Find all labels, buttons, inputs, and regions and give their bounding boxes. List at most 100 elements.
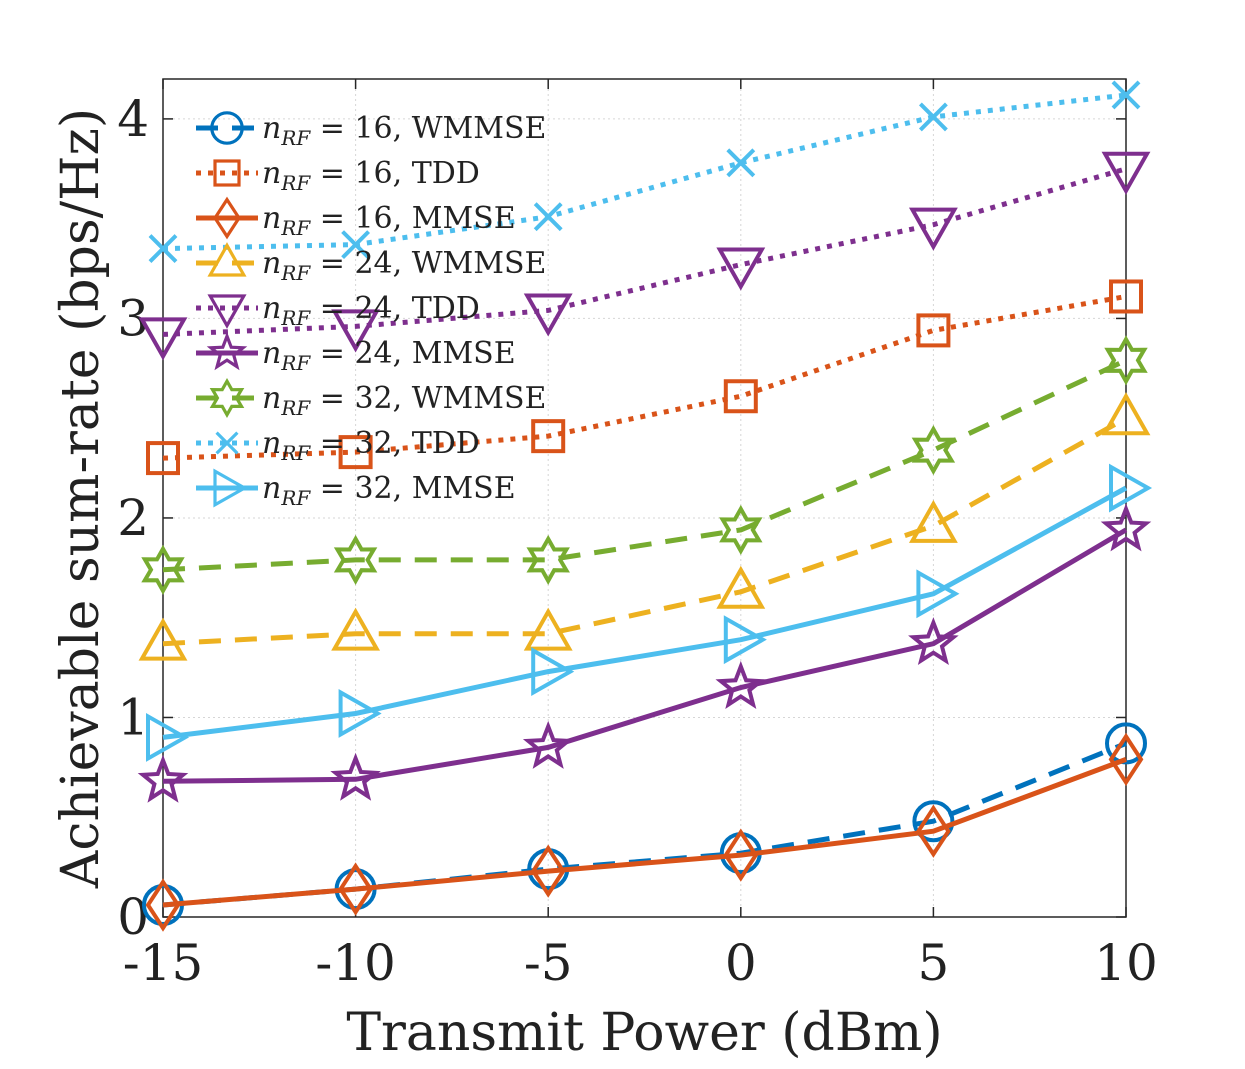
series-2 <box>146 279 1143 476</box>
data-point-marker <box>213 159 241 187</box>
legend: nRF = 16, WMMSE nRF = 16, TDD nRF = 16, MM… <box>196 111 546 510</box>
data-point-marker <box>1108 732 1144 787</box>
data-point-marker <box>723 379 758 414</box>
x-tick-label: -15 <box>123 934 204 992</box>
series-9 <box>146 463 1153 762</box>
legend-entry: nRF = 16, MMSE <box>196 196 516 240</box>
data-point-marker <box>715 660 767 709</box>
data-point-marker <box>206 331 248 371</box>
data-point-marker <box>522 720 574 769</box>
legend-label: nRF = 32, WMMSE <box>262 381 546 420</box>
x-tick-label: 5 <box>917 934 949 992</box>
data-point-marker <box>1109 463 1153 513</box>
legend-label: nRF = 16, MMSE <box>262 201 516 240</box>
data-point-marker <box>1104 335 1148 386</box>
data-point-marker <box>207 294 247 329</box>
data-point-marker <box>1109 279 1143 314</box>
data-point-marker <box>916 313 951 348</box>
series-line <box>162 294 1127 461</box>
legend-entry: nRF = 24, MMSE <box>196 331 516 375</box>
series-7 <box>141 335 1148 595</box>
data-point-marker <box>723 615 767 665</box>
legend-label: nRF = 32, TDD <box>262 426 480 465</box>
data-point-marker <box>916 804 951 858</box>
data-point-marker <box>911 425 956 476</box>
data-point-marker <box>331 309 381 353</box>
legend-entry: nRF = 16, TDD <box>196 156 480 195</box>
data-point-marker <box>341 230 371 260</box>
data-point-marker <box>138 617 188 661</box>
data-point-marker <box>333 534 378 585</box>
data-point-marker <box>146 712 190 762</box>
data-point-marker <box>716 247 766 291</box>
x-axis-label: Transmit Power (dBm) <box>346 1003 942 1063</box>
data-point-marker <box>908 617 959 666</box>
data-point-marker <box>146 441 180 476</box>
data-point-marker <box>338 435 373 470</box>
data-point-marker <box>148 234 178 264</box>
legend-label: nRF = 32, MMSE <box>262 471 516 510</box>
data-point-marker <box>145 878 181 932</box>
legend-entry: nRF = 32, WMMSE <box>196 377 546 420</box>
data-point-marker <box>526 534 570 585</box>
data-point-marker <box>210 111 244 145</box>
y-tick-label: 2 <box>117 489 149 547</box>
data-point-marker <box>533 202 563 232</box>
series-line <box>162 485 1128 740</box>
data-point-marker <box>726 148 756 178</box>
series-line <box>162 358 1128 573</box>
series-5 <box>138 151 1151 361</box>
data-point-marker <box>207 242 247 277</box>
data-point-marker <box>908 207 958 251</box>
series-line <box>162 757 1127 908</box>
data-point-marker <box>338 862 373 916</box>
data-point-marker <box>1101 392 1151 436</box>
data-point-marker <box>530 844 566 898</box>
data-point-marker <box>912 800 955 843</box>
series-layer <box>137 80 1153 932</box>
data-point-marker <box>137 754 189 803</box>
x-tick-label: 0 <box>725 934 757 992</box>
series-6 <box>137 503 1152 803</box>
data-point-marker <box>213 468 248 508</box>
legend-entry: nRF = 24, WMMSE <box>196 242 546 285</box>
data-point-marker <box>531 647 575 697</box>
data-point-marker <box>215 431 239 455</box>
data-point-marker <box>916 569 960 619</box>
series-3 <box>145 732 1144 932</box>
series-line <box>162 166 1127 337</box>
data-point-marker <box>918 102 948 132</box>
legend-label: nRF = 16, TDD <box>262 156 480 195</box>
y-tick-label: 4 <box>117 90 149 148</box>
legend-label: nRF = 16, WMMSE <box>262 111 546 150</box>
series-line <box>162 92 1127 252</box>
y-tick-label: 1 <box>117 688 149 746</box>
legend-label: nRF = 24, MMSE <box>262 336 516 375</box>
data-point-marker <box>330 752 381 801</box>
data-point-marker <box>213 196 241 240</box>
data-point-marker <box>716 565 766 609</box>
legend-entry: nRF = 16, WMMSE <box>196 111 546 150</box>
legend-entry: nRF = 32, MMSE <box>196 468 516 510</box>
data-point-marker <box>523 293 573 337</box>
data-point-marker <box>719 504 763 555</box>
series-4 <box>138 392 1151 661</box>
legend-label: nRF = 24, TDD <box>262 291 480 330</box>
data-point-marker <box>523 607 573 651</box>
x-tick-label: -5 <box>524 934 573 992</box>
x-tick-label: 10 <box>1094 934 1158 992</box>
series-line <box>162 527 1128 784</box>
data-point-marker <box>1105 722 1147 765</box>
legend-label: nRF = 24, WMMSE <box>262 246 546 285</box>
data-point-marker <box>723 828 759 882</box>
data-point-marker <box>338 689 382 738</box>
data-point-marker <box>1100 503 1152 552</box>
data-point-marker <box>331 607 381 651</box>
data-point-marker <box>1111 80 1141 110</box>
plot-area-frame <box>162 78 1127 918</box>
series-line <box>162 416 1128 647</box>
data-point-marker <box>141 544 185 595</box>
data-point-marker <box>138 317 188 361</box>
data-point-marker <box>209 377 245 419</box>
